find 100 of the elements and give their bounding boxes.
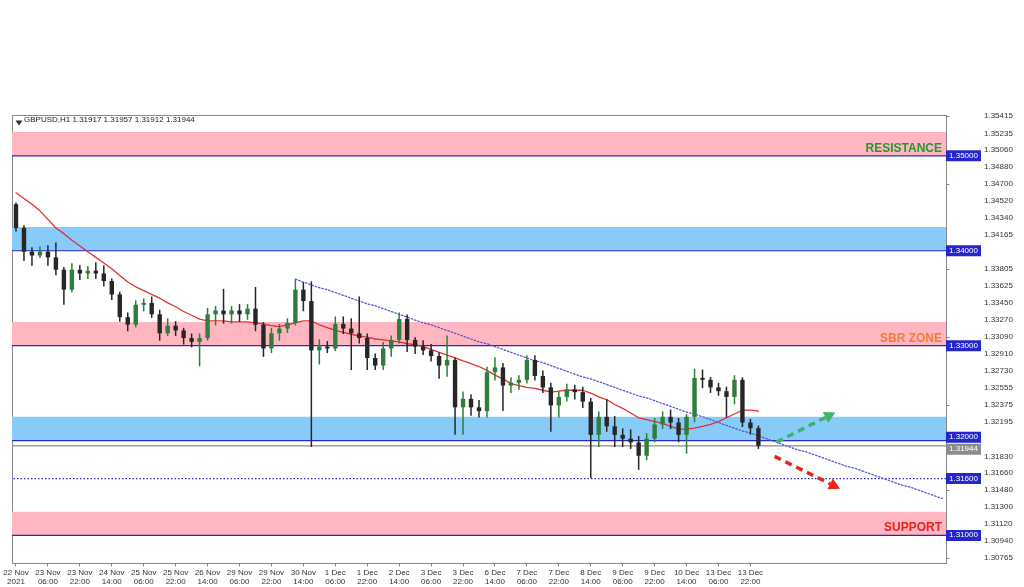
- x-tick-label: 29 Nov 06:00: [226, 567, 253, 586]
- ref-line-label: 1.34000: [949, 245, 979, 255]
- y-tick-label: 1.32375: [984, 399, 1014, 409]
- x-tick-label: 10 Dec 14:00: [673, 567, 700, 586]
- y-tick-label: 1.31660: [984, 467, 1014, 477]
- candlestick: [205, 307, 210, 341]
- candlestick: [756, 425, 761, 449]
- candlestick: [428, 343, 434, 362]
- x-tick-label: 30 Nov 14:00: [290, 567, 317, 586]
- candlestick: [668, 409, 673, 429]
- x-tick-label: 25 Nov 06:00: [131, 567, 157, 586]
- candlestick: [492, 357, 498, 381]
- x-tick-label: 8 Dec 14:00: [580, 567, 602, 586]
- x-tick-label: 13 Dec 06:00: [705, 567, 732, 586]
- ref-line-label: 1.35000: [949, 150, 979, 160]
- candlestick: [77, 265, 83, 280]
- x-tick-label: 22 Nov 2021: [3, 567, 29, 586]
- candlestick: [21, 225, 27, 261]
- candlestick: [69, 263, 75, 293]
- y-tick-label: 1.30940: [984, 536, 1014, 546]
- candlestick: [53, 242, 59, 276]
- y-tick-label: 1.33270: [984, 315, 1014, 325]
- candlestick: [253, 287, 258, 332]
- candlestick: [636, 436, 641, 470]
- candlestick: [269, 327, 274, 354]
- x-tick-label: 1 Dec 06:00: [324, 567, 346, 586]
- ref-line-label: 1.31944: [949, 444, 979, 454]
- y-tick-label: 1.31300: [984, 502, 1014, 511]
- candlestick: [724, 386, 729, 418]
- y-tick-label: 1.33805: [984, 264, 1014, 274]
- candlestick: [732, 375, 737, 405]
- candlestick: [516, 375, 522, 391]
- candlestick: [436, 352, 442, 379]
- candlestick: [444, 335, 450, 377]
- y-tick-label: 1.35415: [984, 111, 1014, 121]
- candlestick: [476, 399, 482, 418]
- ref-line-label: 1.32000: [949, 432, 979, 442]
- x-tick-label: 24 Nov 14:00: [99, 567, 125, 586]
- candlestick: [61, 267, 67, 305]
- y-tick-label: 1.35060: [984, 145, 1014, 155]
- y-tick-label: 1.32195: [984, 417, 1014, 427]
- candlestick: [133, 300, 138, 328]
- candlestick: [117, 291, 122, 322]
- x-tick-label: 3 Dec 22:00: [452, 567, 474, 586]
- y-tick-label: 1.31480: [984, 484, 1014, 494]
- candlestick: [396, 312, 402, 344]
- chart-title: GBPUSD,H1 1.31917 1.31957 1.31912 1.31944: [24, 115, 196, 125]
- candlestick: [596, 411, 601, 447]
- y-tick-label: 1.34880: [984, 162, 1014, 172]
- x-tick-label: 23 Nov 22:00: [67, 567, 93, 586]
- y-tick-label: 1.34340: [984, 213, 1014, 223]
- candlestick: [644, 433, 649, 461]
- candlestick: [684, 414, 689, 454]
- candlestick: [13, 202, 19, 232]
- candlestick: [404, 314, 410, 353]
- candlestick: [612, 416, 617, 447]
- candlestick: [197, 333, 202, 367]
- candlestick: [93, 262, 99, 279]
- candlestick: [500, 362, 506, 411]
- x-tick-label: 6 Dec 14:00: [484, 567, 506, 586]
- y-tick-label: 1.31120: [984, 519, 1013, 529]
- x-tick-label: 7 Dec 22:00: [548, 567, 570, 586]
- x-tick-label: 3 Dec 06:00: [420, 567, 442, 586]
- candlestick: [524, 355, 530, 384]
- candlestick: [548, 382, 554, 432]
- candlestick: [676, 417, 681, 443]
- x-tick-label: 25 Nov 22:00: [162, 567, 189, 586]
- y-tick-label: 1.31830: [984, 451, 1014, 461]
- x-tick-label: 9 Dec 06:00: [612, 567, 634, 586]
- candlestick: [157, 309, 162, 341]
- candlestick: [85, 266, 91, 279]
- ref-line-label: 1.31000: [949, 530, 979, 540]
- x-tick-label: 23 Nov 06:00: [35, 567, 61, 586]
- x-tick-label: 13 Dec 22:00: [737, 567, 764, 586]
- candlestick: [261, 322, 266, 357]
- ref-line-label: 1.33000: [949, 340, 979, 350]
- y-tick-label: 1.30765: [984, 552, 1014, 562]
- y-tick-label: 1.34165: [984, 230, 1014, 240]
- candlestick: [532, 355, 538, 381]
- candlestick: [301, 282, 306, 312]
- candlestick: [580, 386, 585, 409]
- y-tick-label: 1.34700: [984, 179, 1014, 189]
- x-tick-label: 2 Dec 14:00: [388, 567, 410, 586]
- x-tick-label: 1 Dec 22:00: [356, 567, 378, 586]
- y-tick-label: 1.33090: [984, 332, 1014, 342]
- band-label: RESISTANCE: [865, 140, 942, 155]
- candlestick: [365, 333, 370, 371]
- candlestick: [109, 278, 114, 300]
- y-tick-label: 1.32730: [984, 366, 1014, 376]
- x-tick-label: 29 Nov 22:00: [258, 567, 285, 586]
- y-tick-label: 1.34520: [984, 196, 1014, 206]
- candlestick: [357, 296, 362, 344]
- candlestick: [652, 417, 657, 443]
- band-label: SBR ZONE: [879, 330, 942, 345]
- y-tick-label: 1.32910: [984, 349, 1014, 359]
- band-label: SUPPORT: [883, 520, 943, 535]
- candlestick: [508, 377, 514, 393]
- x-tick-label: 26 Nov 14:00: [194, 567, 221, 586]
- ref-line-label: 1.31600: [949, 473, 979, 483]
- candlestick: [381, 342, 386, 371]
